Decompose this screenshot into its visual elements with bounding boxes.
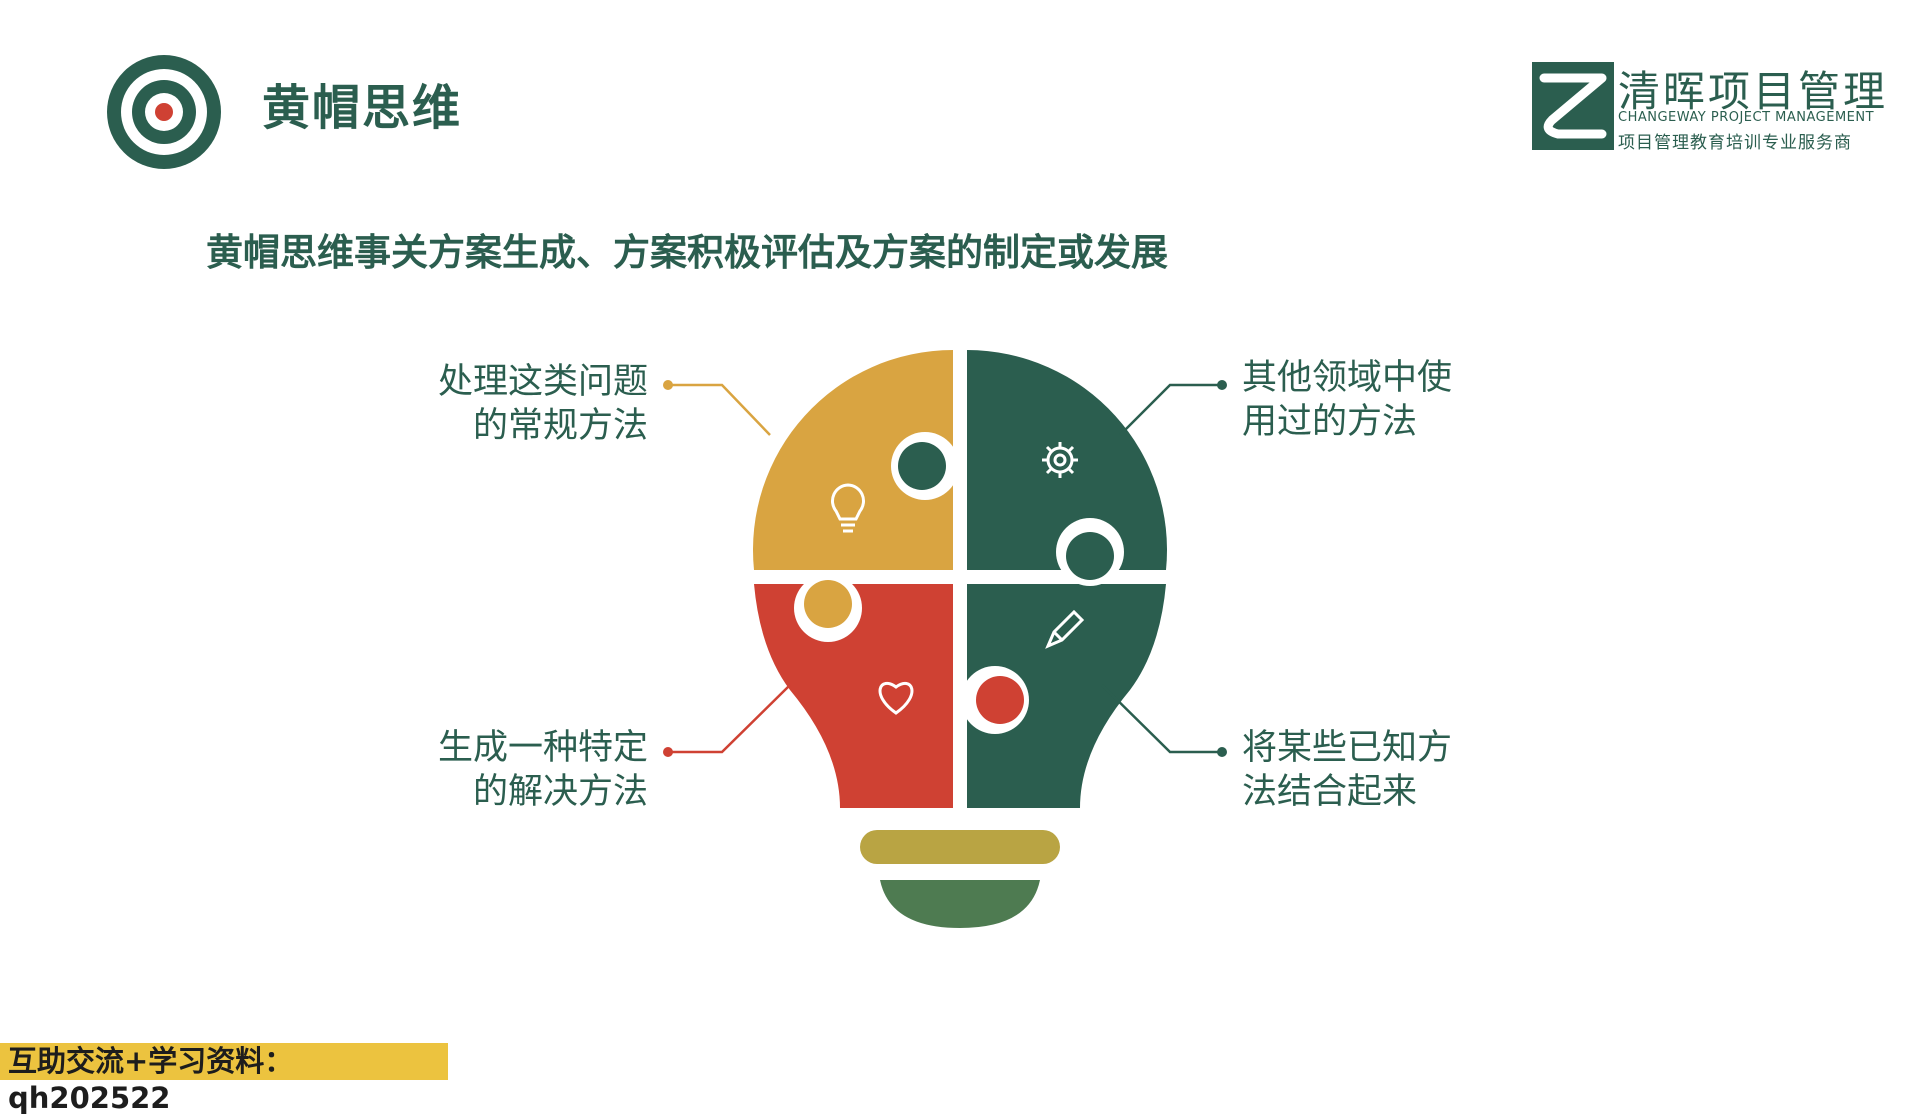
bulb-base-bottom — [880, 880, 1040, 928]
connector-lines — [663, 380, 1227, 757]
label-top-left-line-2: 的常规方法 — [472, 406, 648, 446]
label-top-right: 其他领域中使 用过的方法 — [1242, 356, 1572, 444]
logo-tagline: 项目管理教育培训专业服务商 — [1618, 133, 1852, 153]
puzzle-piece-bottom-right — [967, 584, 1166, 808]
lightbulb-puzzle — [752, 350, 1168, 928]
label-top-left: 处理这类问题 的常规方法 — [318, 360, 648, 448]
label-top-right-line-2: 用过的方法 — [1242, 402, 1418, 442]
pencil-icon — [1045, 609, 1085, 649]
label-bottom-left-line-2: 的解决方法 — [472, 772, 648, 812]
logo-name-en: CHANGEWAY PROJECT MANAGEMENT — [1618, 110, 1875, 125]
label-top-right-line-1: 其他领域中使 — [1242, 358, 1453, 398]
gear-icon — [1042, 442, 1078, 478]
label-bottom-left-line-1: 生成一种特定 — [437, 728, 648, 768]
subtitle: 黄帽思维事关方案生成、方案积极评估及方案的制定或发展 — [206, 231, 1168, 274]
label-bottom-right-line-2: 法结合起来 — [1242, 772, 1418, 812]
target-icon — [107, 55, 221, 169]
label-top-left-line-1: 处理这类问题 — [437, 362, 648, 402]
footer-banner: 互助交流+学习资料：qh202522 — [0, 1043, 448, 1115]
bulb-base-top — [860, 830, 1060, 864]
puzzle-piece-bottom-left — [754, 584, 953, 808]
label-bottom-right: 将某些已知方 法结合起来 — [1242, 726, 1572, 814]
heart-icon — [878, 681, 914, 715]
logo-name-cn: 清晖项目管理 — [1618, 67, 1889, 116]
page-title: 黄帽思维 — [262, 80, 463, 136]
puzzle-piece-top-right — [967, 350, 1168, 570]
puzzle-piece-top-left — [752, 350, 953, 570]
label-bottom-right-line-1: 将某些已知方 — [1242, 728, 1453, 768]
lightbulb-icon — [831, 483, 865, 533]
logo-mark — [1532, 62, 1614, 150]
label-bottom-left: 生成一种特定 的解决方法 — [318, 726, 648, 814]
